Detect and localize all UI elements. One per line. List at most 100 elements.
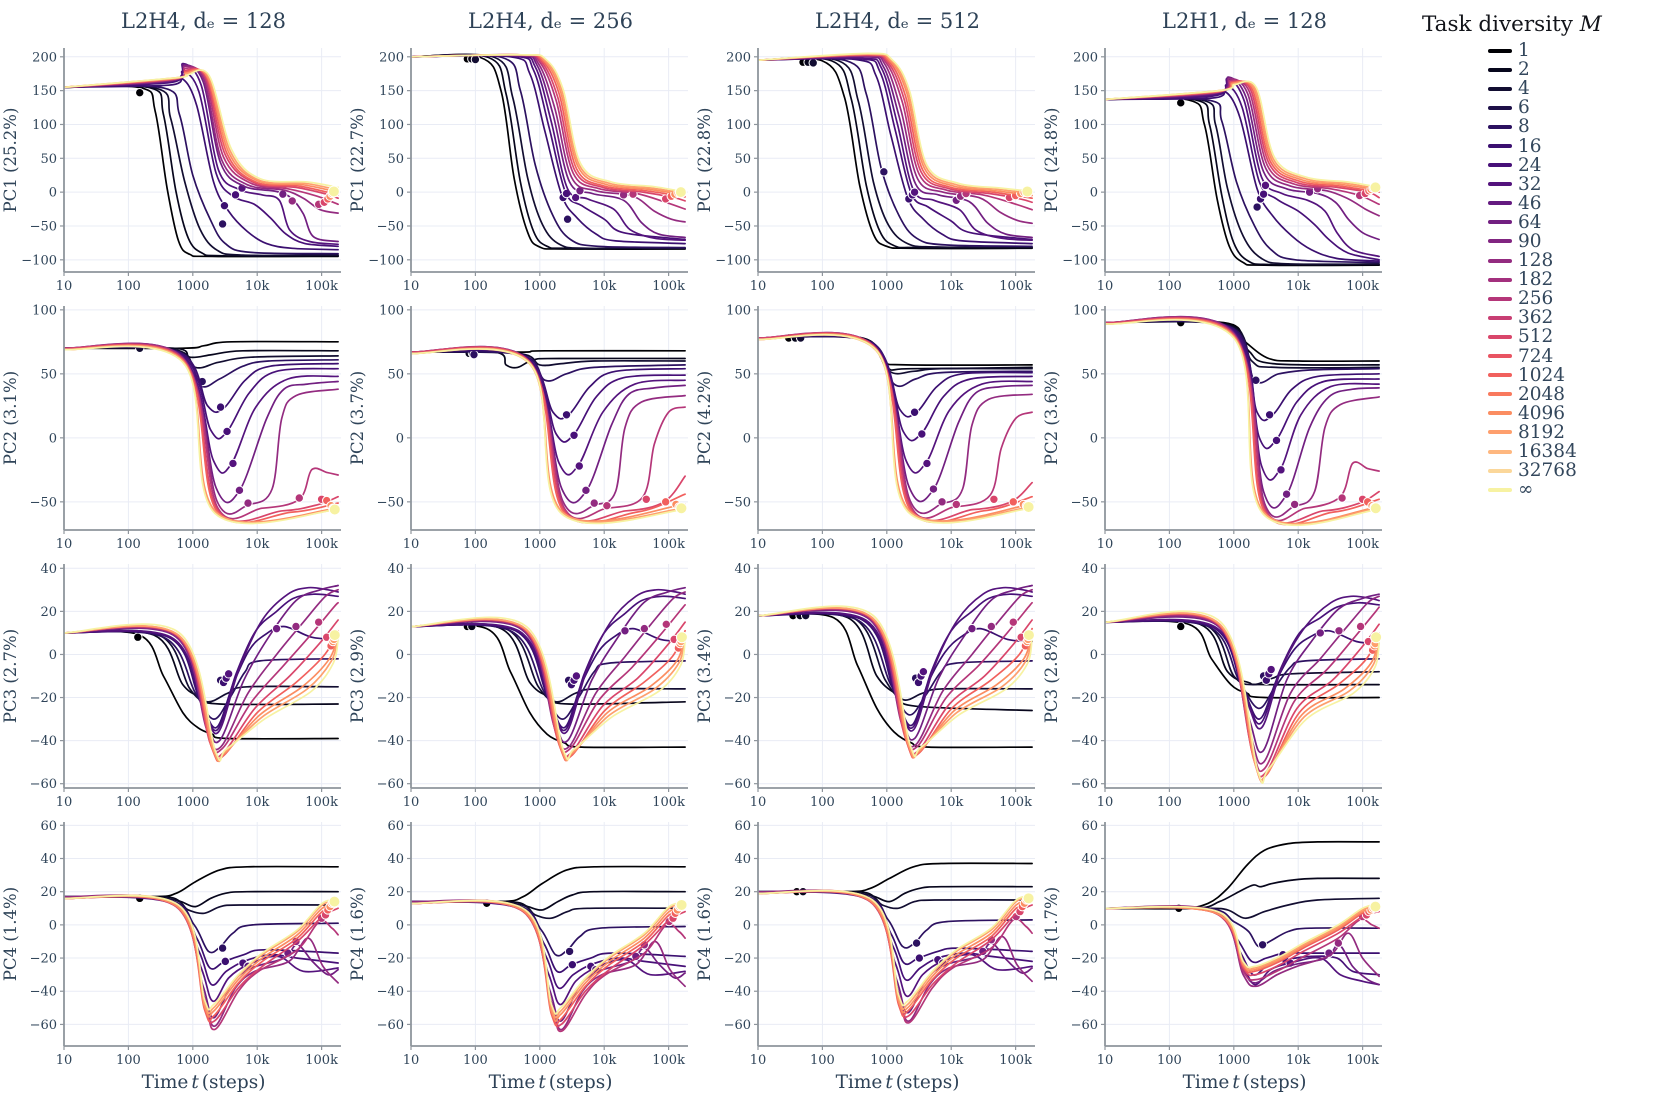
legend-color-swatch	[1488, 124, 1512, 129]
svg-text:10: 10	[750, 279, 767, 294]
legend-color-swatch	[1488, 411, 1512, 416]
legend-entry-label: 1024	[1518, 364, 1566, 386]
svg-text:10: 10	[403, 279, 420, 294]
svg-text:−50: −50	[377, 219, 404, 234]
svg-text:100: 100	[463, 537, 488, 552]
legend-color-swatch	[1488, 296, 1512, 301]
legend-entry: 4096	[1422, 404, 1661, 423]
column-title-l2h4-de512: L2H4, dₑ = 512	[815, 9, 980, 33]
legend-entry-label: 2048	[1518, 383, 1566, 405]
plot-canvas: −60 −40 −20 0 20 40 10 100 1000 10k 100k PC3 (2.7%)	[1, 562, 341, 810]
svg-text:100k: 100k	[999, 537, 1032, 552]
svg-text:0: 0	[49, 918, 57, 933]
svg-text:100k: 100k	[652, 537, 685, 552]
y-axis-label: PC2 (3.1%)	[1, 371, 20, 465]
svg-text:0: 0	[49, 431, 57, 446]
legend-color-swatch	[1488, 239, 1512, 244]
svg-text:10k: 10k	[245, 1053, 270, 1068]
legend-entry-label: 16	[1518, 135, 1542, 157]
svg-text:40: 40	[734, 852, 751, 867]
svg-text:50: 50	[734, 152, 751, 167]
svg-text:40: 40	[1081, 852, 1098, 867]
legend-entry-label: 4096	[1518, 402, 1566, 424]
plot-canvas: −60 −40 −20 0 20 40 10 100 1000 10k 100k PC3 (2.8%)	[1042, 562, 1382, 810]
svg-text:−100: −100	[715, 253, 751, 268]
svg-text:150: 150	[32, 84, 57, 99]
svg-text:20: 20	[387, 605, 404, 620]
svg-text:40: 40	[40, 562, 57, 577]
subplot-pc3-col3: −60 −40 −20 0 20 40 10 100 1000 10k 100k PC3 (3.4%)	[694, 556, 1041, 814]
legend-entry: 128	[1422, 251, 1661, 270]
subplot-pc2-col1: −50 0 50 100 10 100 1000 10k 100k PC2 (3.1%)	[0, 298, 347, 556]
legend-entry-label: 512	[1518, 326, 1554, 348]
legend-color-swatch	[1488, 277, 1512, 282]
subplot-pc2-col3: −50 0 50 100 10 100 1000 10k 100k PC2 (4.2%)	[694, 298, 1041, 556]
legend-entry-label: ∞	[1518, 479, 1534, 501]
svg-text:−40: −40	[377, 734, 404, 749]
svg-text:0: 0	[1090, 648, 1098, 663]
plot-canvas: −60 −40 −20 0 20 40 10 100 1000 10k 100k PC3 (3.4%)	[695, 562, 1035, 810]
legend-color-swatch	[1488, 468, 1512, 473]
plot-canvas: −50 0 50 100 10 100 1000 10k 100k PC2 (3.1%)	[1, 303, 341, 552]
plot-canvas: −50 0 50 100 10 100 1000 10k 100k PC2 (4.2%)	[695, 303, 1035, 552]
svg-text:100k: 100k	[305, 1053, 338, 1068]
svg-text:100: 100	[1157, 795, 1182, 810]
legend-entry: 724	[1422, 347, 1661, 366]
svg-text:1000: 1000	[176, 537, 209, 552]
svg-text:−20: −20	[724, 952, 751, 967]
subplot-pc1-col2: −100 −50 0 50 100 150 200 10 100 1000 10k 100k PC1 (…	[347, 40, 694, 298]
svg-text:1000: 1000	[870, 1053, 903, 1068]
svg-text:100: 100	[116, 795, 141, 810]
legend-color-swatch	[1488, 144, 1512, 149]
legend-entry-label: 8192	[1518, 421, 1566, 443]
svg-text:20: 20	[734, 605, 751, 620]
svg-text:150: 150	[1073, 84, 1098, 99]
legend-entry-label: 182	[1518, 269, 1554, 291]
y-axis-label: PC4 (1.4%)	[1, 887, 20, 981]
svg-text:50: 50	[734, 367, 751, 382]
svg-text:100: 100	[810, 279, 835, 294]
x-axis-label-2: Time t (steps)	[488, 1072, 613, 1093]
svg-text:50: 50	[1081, 152, 1098, 167]
svg-text:−20: −20	[1071, 691, 1098, 706]
plot-canvas: −60 −40 −20 0 20 40 60 10 100 1000 10k 100k PC4 (1.4…	[1, 819, 341, 1068]
legend-entry-label: 46	[1518, 192, 1542, 214]
legend-color-swatch	[1488, 201, 1512, 206]
svg-text:100: 100	[463, 795, 488, 810]
svg-text:0: 0	[396, 648, 404, 663]
legend-color-swatch	[1488, 220, 1512, 225]
legend-entries: 1 2 4 6 8 16 24 32 46 64 90 128 182 256 362 512 724 1024 2…	[1422, 41, 1661, 499]
legend-color-swatch	[1488, 449, 1512, 454]
x-axis-label-4: Time t (steps)	[1182, 1072, 1307, 1093]
svg-text:100: 100	[1157, 279, 1182, 294]
subplot-pc1-col1: −100 −50 0 50 100 150 200 10 100 1000 10k 100k PC1 (…	[0, 40, 347, 298]
legend-entry-label: 4	[1518, 78, 1530, 100]
y-axis-label: PC3 (2.9%)	[348, 629, 367, 723]
legend-entry-label: 8	[1518, 116, 1530, 138]
svg-text:−60: −60	[377, 1018, 404, 1033]
legend-color-swatch	[1488, 182, 1512, 187]
svg-text:100: 100	[810, 537, 835, 552]
svg-text:100: 100	[379, 303, 404, 318]
legend-entry-label: 362	[1518, 307, 1554, 329]
svg-text:10: 10	[750, 795, 767, 810]
svg-text:−20: −20	[1071, 952, 1098, 967]
svg-text:0: 0	[743, 918, 751, 933]
legend-color-swatch	[1488, 487, 1512, 492]
svg-text:100: 100	[463, 279, 488, 294]
svg-text:100k: 100k	[1346, 795, 1379, 810]
svg-text:100k: 100k	[1346, 537, 1379, 552]
legend-entry: 1	[1422, 41, 1661, 60]
legend-entry-label: 24	[1518, 154, 1542, 176]
legend-entry: 6	[1422, 98, 1661, 117]
svg-text:10: 10	[403, 1053, 420, 1068]
legend-color-swatch	[1488, 354, 1512, 359]
legend-color-swatch	[1488, 373, 1512, 378]
svg-text:0: 0	[396, 186, 404, 201]
svg-text:50: 50	[1081, 367, 1098, 382]
svg-text:100: 100	[1073, 303, 1098, 318]
svg-text:−100: −100	[21, 253, 57, 268]
svg-text:100k: 100k	[999, 1053, 1032, 1068]
svg-text:100: 100	[810, 795, 835, 810]
y-axis-label: PC1 (22.7%)	[348, 108, 367, 213]
